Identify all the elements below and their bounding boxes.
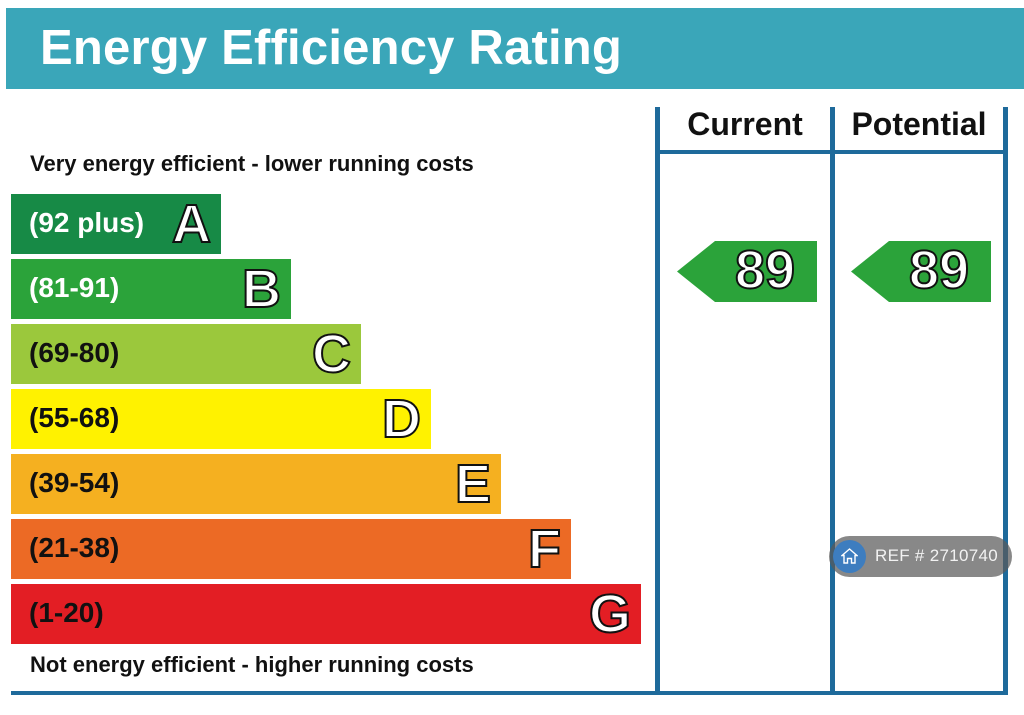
band-letter: F bbox=[527, 519, 562, 579]
current-column-header: Current bbox=[687, 106, 803, 142]
band-b: (81-91) B bbox=[11, 259, 291, 319]
band-letter: C bbox=[311, 324, 352, 384]
column-divider-left bbox=[655, 107, 660, 695]
title-banner: Energy Efficiency Rating bbox=[6, 8, 1024, 89]
band-range-label: (69-80) bbox=[29, 337, 120, 368]
band-e: (39-54) E bbox=[11, 454, 501, 514]
band-letter: A bbox=[171, 194, 212, 254]
band-letter: G bbox=[588, 584, 632, 644]
column-divider-right bbox=[1003, 107, 1008, 695]
band-c: (69-80) C bbox=[11, 324, 361, 384]
band-range-label: (21-38) bbox=[29, 532, 120, 563]
column-divider-middle bbox=[830, 107, 835, 695]
potential-arrow-shape bbox=[851, 241, 991, 302]
band-letter: D bbox=[381, 389, 422, 449]
efficient-caption: Very energy efficient - lower running co… bbox=[30, 151, 474, 176]
reference-watermark: REF # 2710740 bbox=[829, 536, 1012, 577]
band-f: (21-38) F bbox=[11, 519, 571, 579]
band-range-label: (92 plus) bbox=[29, 207, 145, 238]
band-g: (1-20) G bbox=[11, 584, 641, 644]
band-d: (55-68) D bbox=[11, 389, 431, 449]
potential-column-header: Potential bbox=[851, 106, 987, 142]
band-range-label: (55-68) bbox=[29, 402, 120, 433]
band-range-label: (1-20) bbox=[29, 597, 104, 628]
current-rating-arrow: 89 bbox=[677, 239, 817, 302]
reference-number: REF # 2710740 bbox=[875, 546, 998, 565]
potential-rating-value: 89 bbox=[908, 239, 970, 301]
band-letter: B bbox=[241, 259, 282, 319]
chart-title: Energy Efficiency Rating bbox=[40, 21, 623, 75]
header-rule bbox=[655, 150, 1008, 154]
current-arrow-shape bbox=[677, 241, 817, 302]
potential-rating-arrow: 89 bbox=[851, 239, 991, 302]
bottom-rule bbox=[11, 691, 1008, 695]
home-icon bbox=[833, 540, 866, 573]
band-range-label: (81-91) bbox=[29, 272, 120, 303]
band-range-label: (39-54) bbox=[29, 467, 120, 498]
band-letter: E bbox=[454, 454, 492, 514]
inefficient-caption: Not energy efficient - higher running co… bbox=[30, 652, 474, 677]
current-rating-value: 89 bbox=[734, 239, 796, 301]
band-a: (92 plus) A bbox=[11, 194, 221, 254]
